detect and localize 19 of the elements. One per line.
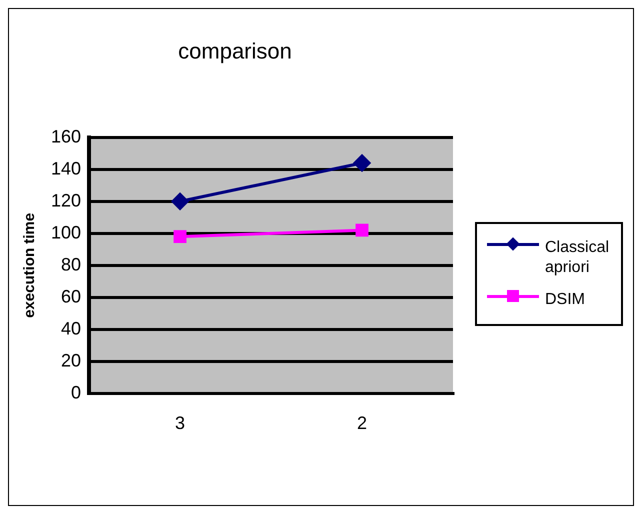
- point: [356, 224, 368, 237]
- y-tick-label: 40: [61, 318, 82, 338]
- legend-label: Classical apriori: [545, 238, 610, 278]
- y-tick-label: 140: [50, 158, 82, 178]
- y-tick-label: 80: [61, 254, 82, 274]
- point: [174, 230, 186, 244]
- y-tick-label: 120: [50, 190, 82, 210]
- legend-label: DSIM: [545, 290, 585, 310]
- y-tick-label: 0: [71, 382, 82, 402]
- y-tick-label: 100: [50, 222, 82, 242]
- y-axis-title: execution time: [21, 212, 38, 318]
- y-tick-label: 60: [61, 286, 82, 306]
- y-tick-label: 160: [50, 126, 82, 146]
- point: [354, 154, 371, 172]
- x-tick-label: 3: [175, 413, 186, 434]
- point: [172, 192, 189, 210]
- x-tick-label: 2: [357, 413, 368, 434]
- y-tick-label: 20: [61, 350, 82, 370]
- chart-title: comparison: [178, 38, 292, 64]
